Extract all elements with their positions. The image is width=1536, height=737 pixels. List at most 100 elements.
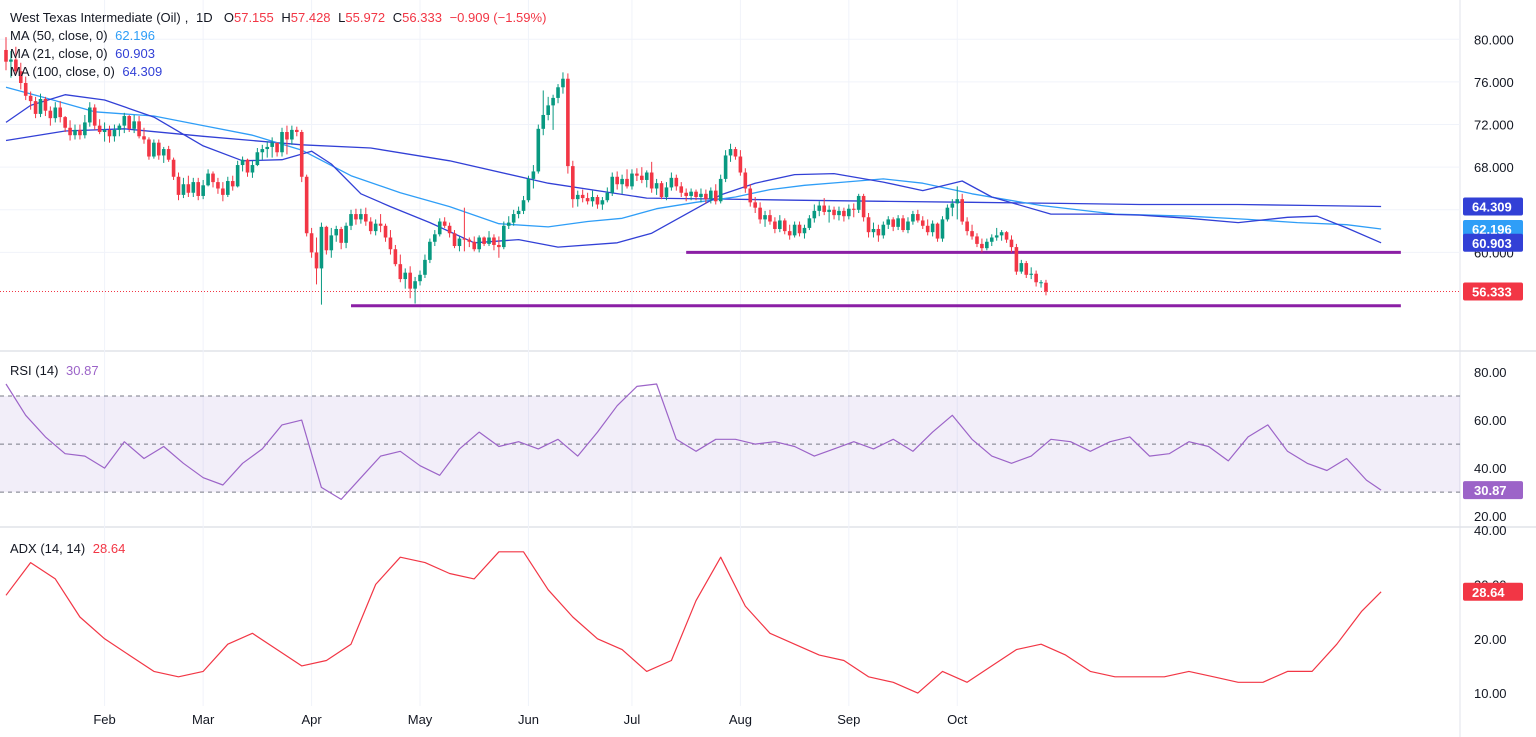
x-tick-label: Jul	[624, 712, 641, 727]
candle-body	[699, 193, 703, 198]
candle-body	[147, 139, 151, 157]
candle-body	[275, 142, 279, 153]
candle-body	[970, 231, 974, 237]
candle-body	[916, 214, 920, 221]
x-tick-label: May	[408, 712, 433, 727]
candle-body	[748, 188, 753, 203]
candle-body	[270, 142, 274, 147]
candle-body	[847, 208, 851, 217]
candle-body	[349, 214, 353, 226]
candle-body	[122, 116, 127, 126]
candle-body	[117, 125, 122, 130]
candle-body	[566, 78, 570, 167]
candle-body	[4, 49, 8, 62]
candle-body	[364, 214, 368, 222]
candle-body	[201, 185, 205, 196]
open-label: O	[223, 10, 234, 25]
candle-body	[211, 173, 215, 183]
candle-body	[418, 274, 422, 282]
rsi-tick-label: 60.00	[1474, 413, 1507, 428]
candle-body	[709, 190, 713, 200]
candle-body	[255, 152, 260, 166]
candle-body	[994, 235, 999, 238]
candle-body	[901, 218, 905, 231]
candle-body	[14, 59, 18, 72]
candle-body	[43, 98, 48, 111]
candle-body	[1034, 273, 1038, 283]
symbol-name[interactable]: West Texas Intermediate (Oil)	[10, 10, 181, 25]
candle-body	[324, 226, 329, 251]
candle-body	[980, 243, 984, 249]
candle-body	[186, 184, 191, 193]
candle-body	[551, 97, 555, 106]
candle-body	[137, 121, 141, 137]
adx-value-tag-bg	[1463, 582, 1523, 601]
candle-body	[28, 95, 33, 102]
candle-body	[920, 220, 925, 226]
adx-legend[interactable]: ADX (14, 14) 28.64	[10, 540, 129, 558]
ma100-label: MA (100, close, 0)	[10, 64, 115, 79]
candle-body	[615, 176, 619, 185]
candle-body	[635, 173, 639, 176]
candle-body	[571, 166, 575, 200]
candle-body	[314, 252, 319, 269]
candle-body	[620, 178, 624, 185]
ma50-legend[interactable]: MA (50, close, 0) 62.196	[10, 27, 550, 45]
adx-tick-label: 10.00	[1474, 686, 1507, 701]
candle-body	[896, 218, 900, 227]
candle-body	[33, 101, 38, 114]
candle-body	[329, 235, 334, 251]
candle-body	[575, 194, 580, 200]
candle-body	[955, 199, 960, 204]
candle-body	[299, 132, 304, 177]
rsi-value-tag-bg	[1463, 481, 1523, 500]
candle-body	[156, 142, 161, 156]
candle-body	[38, 98, 43, 114]
candle-body	[73, 129, 77, 136]
ma21-price-tag: 60.903	[1472, 236, 1512, 251]
x-tick-label: Aug	[729, 712, 752, 727]
candle-body	[78, 129, 82, 136]
candle-body	[792, 224, 797, 236]
candle-body	[851, 208, 856, 210]
x-tick-label: Jun	[518, 712, 539, 727]
candle-body	[950, 203, 955, 208]
rsi-legend[interactable]: RSI (14) 30.87	[10, 362, 103, 380]
candle-body	[797, 224, 802, 234]
candle-body	[1029, 273, 1033, 275]
candle-body	[718, 178, 723, 202]
candle-body	[368, 221, 373, 232]
candle-body	[590, 197, 595, 202]
candle-body	[999, 232, 1004, 236]
candle-body	[822, 205, 826, 212]
ma21-legend[interactable]: MA (21, close, 0) 60.903	[10, 45, 550, 63]
candle-body	[58, 107, 63, 118]
candle-body	[733, 149, 738, 157]
candle-body	[393, 249, 398, 265]
candle-body	[497, 244, 501, 248]
candle-body	[644, 172, 649, 180]
candle-body	[225, 181, 230, 195]
candle-body	[782, 220, 787, 232]
candle-body	[161, 149, 166, 156]
candle-body	[526, 178, 531, 201]
ma100-legend[interactable]: MA (100, close, 0) 64.309	[10, 63, 550, 81]
candle-body	[842, 210, 846, 217]
candle-body	[334, 228, 339, 236]
low-label: L	[338, 10, 346, 25]
candle-body	[437, 221, 442, 235]
candle-body	[290, 129, 294, 140]
candle-body	[87, 107, 92, 123]
candle-body	[83, 122, 87, 136]
adx-tick-label: 20.00	[1474, 632, 1507, 647]
candle-body	[408, 272, 412, 289]
candle-body	[53, 107, 58, 119]
ma100-price-tag-bg	[1463, 197, 1523, 216]
candle-body	[989, 237, 994, 242]
candle-body	[245, 159, 250, 173]
close-label: C	[392, 10, 403, 25]
candle-body	[689, 191, 693, 196]
interval-label[interactable]: 1D	[196, 10, 213, 25]
x-tick-label: Apr	[301, 712, 322, 727]
